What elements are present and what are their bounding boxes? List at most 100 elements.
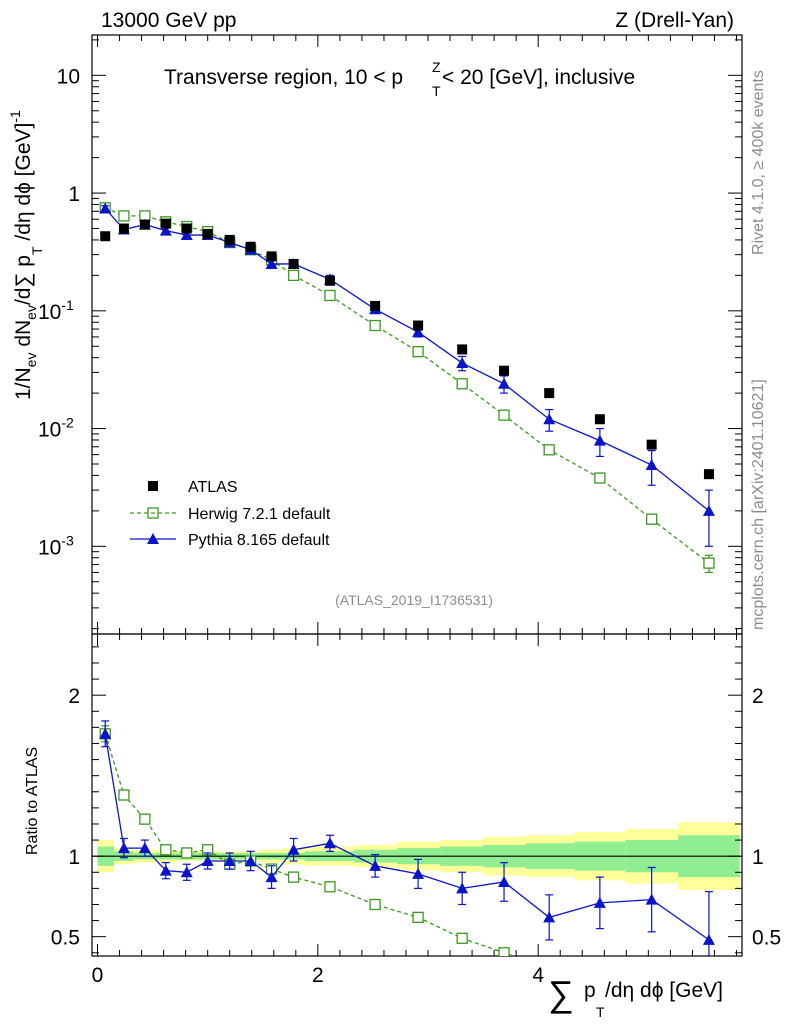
main-point-atlas	[160, 218, 171, 229]
legend-herwig-label: Herwig 7.2.1 default	[188, 506, 331, 523]
xlabel-sub: T	[596, 1004, 605, 1020]
region-title-sub: T	[432, 83, 441, 99]
ylabel-part-8: -1	[7, 110, 23, 123]
main-point-herwig	[287, 269, 300, 282]
main-point-atlas	[118, 223, 129, 234]
main-point-atlas	[703, 469, 714, 480]
main-panel: 10-3 10-2 10-1 1 10	[38, 34, 743, 635]
ylabel-part-2: ev	[23, 353, 39, 368]
ratio-y-tick-label-right: 0.5	[752, 927, 781, 950]
x-tick-label: 0	[92, 964, 104, 987]
main-series-filled-square	[100, 218, 714, 480]
xlabel-sum: ∑	[548, 973, 574, 1014]
main-point-pythia	[543, 413, 556, 425]
main-y-axis-label: 1/Nev dNev/d∑ pT /dη dϕ [GeV]-1	[7, 110, 45, 400]
y-tick-label: 10-3	[38, 532, 74, 559]
ratio-point-pythia	[287, 843, 300, 855]
ratio-y-axis-label: Ratio to ATLAS	[24, 747, 41, 855]
x-tick-label: 4	[532, 964, 544, 987]
main-point-pythia	[412, 326, 425, 338]
ratio-point-herwig	[181, 847, 193, 859]
ratio-point-pythia	[456, 882, 469, 894]
region-title-main: Transverse region, 10 < p	[164, 66, 403, 89]
legend-pythia-label: Pythia 8.165 default	[188, 532, 330, 549]
ratio-y-tick-label-right: 1	[752, 846, 764, 869]
main-point-atlas	[100, 231, 111, 242]
header-right: Z (Drell-Yan)	[615, 9, 734, 32]
ratio-point-pythia	[180, 866, 193, 878]
main-point-herwig	[498, 409, 510, 421]
ratio-y-tick-label: 1	[68, 846, 80, 869]
ratio-point-pythia	[645, 893, 658, 905]
ylabel-part-4: ev	[23, 305, 39, 320]
main-point-herwig	[369, 319, 381, 332]
main-point-herwig	[594, 472, 606, 484]
legend-herwig-marker	[147, 507, 159, 519]
main-point-pythia	[159, 224, 172, 236]
main-point-atlas	[202, 228, 213, 239]
ratio-y-tick-label: 2	[68, 685, 80, 708]
ratio-point-herwig	[369, 898, 381, 911]
y-tick-label: 10	[57, 65, 80, 88]
main-point-atlas	[413, 320, 424, 331]
main-point-atlas	[139, 219, 150, 230]
main-point-herwig	[703, 557, 715, 569]
ratio-point-pythia	[244, 855, 257, 867]
main-point-atlas	[266, 251, 277, 262]
region-title-tail: < 20 [GeV], inclusive	[442, 66, 635, 89]
main-point-atlas	[646, 439, 657, 450]
main-series-line	[104, 208, 710, 512]
main-point-pythia	[702, 504, 715, 516]
ratio-point-herwig	[287, 871, 300, 883]
main-point-atlas	[544, 388, 555, 399]
region-title: Transverse region, 10 < p Z T < 20 [GeV]…	[164, 59, 635, 99]
svg-text:1/Nev dNev/d∑ pT /dη dϕ [GeV]: 1/Nev dNev/d∑ pT /dη dϕ [GeV]-1	[7, 110, 45, 400]
y-tick-label: 10-2	[38, 415, 74, 442]
ratio-point-herwig	[139, 813, 151, 825]
x-axis-label: ∑ p T /dη dϕ [GeV]	[548, 973, 723, 1020]
ratio-y-tick-label-right: 2	[752, 685, 764, 708]
main-point-atlas	[594, 414, 605, 425]
main-point-atlas	[457, 344, 468, 355]
svg-text:Transverse region, 10 < p: Transverse region, 10 < p	[164, 66, 403, 89]
xlabel-p: p	[584, 979, 596, 1002]
ratio-point-pythia	[412, 867, 425, 879]
main-point-herwig	[118, 210, 130, 222]
ratio-point-herwig	[324, 881, 336, 893]
main-point-atlas	[288, 258, 299, 269]
main-point-herwig	[324, 289, 336, 302]
ylabel-part-1: 1/N	[12, 367, 35, 400]
header-left: 13000 GeV pp	[101, 9, 236, 32]
ratio-point-herwig	[160, 844, 172, 856]
ratio-point-pythia	[138, 842, 151, 854]
main-point-pythia	[593, 434, 606, 446]
main-point-herwig	[543, 444, 555, 456]
ratio-point-pythia	[498, 875, 511, 887]
y-tick-label: 10-1	[38, 297, 74, 324]
legend: ATLAS Herwig 7.2.1 default Pythia 8.165 …	[130, 479, 331, 549]
main-point-pythia	[498, 377, 511, 389]
ratio-point-herwig	[498, 947, 510, 956]
ylabel-part-5: /d∑ p	[12, 255, 35, 305]
main-point-pythia	[99, 202, 112, 214]
legend-pythia-marker	[147, 533, 159, 544]
ratio-point-pythia	[265, 871, 278, 883]
main-point-atlas	[181, 223, 192, 234]
y-tick-label: 1	[68, 183, 80, 206]
xlabel-tail: /dη dϕ [GeV]	[605, 979, 723, 1002]
ratio-point-pythia	[593, 896, 606, 908]
main-point-pythia	[265, 257, 278, 269]
region-title-sup: Z	[432, 59, 441, 75]
main-point-herwig	[456, 378, 468, 390]
ratio-point-pythia	[543, 911, 556, 923]
main-point-atlas	[245, 241, 256, 252]
ratio-point-pythia	[159, 864, 172, 876]
main-point-atlas	[324, 275, 335, 286]
legend-atlas-label: ATLAS	[188, 479, 238, 496]
ratio-series-line	[104, 733, 516, 956]
ratio-point-pythia	[323, 837, 336, 849]
ratio-point-pythia	[369, 859, 382, 871]
main-point-herwig	[412, 345, 424, 358]
ratio-series-filled-triangle	[99, 720, 715, 956]
